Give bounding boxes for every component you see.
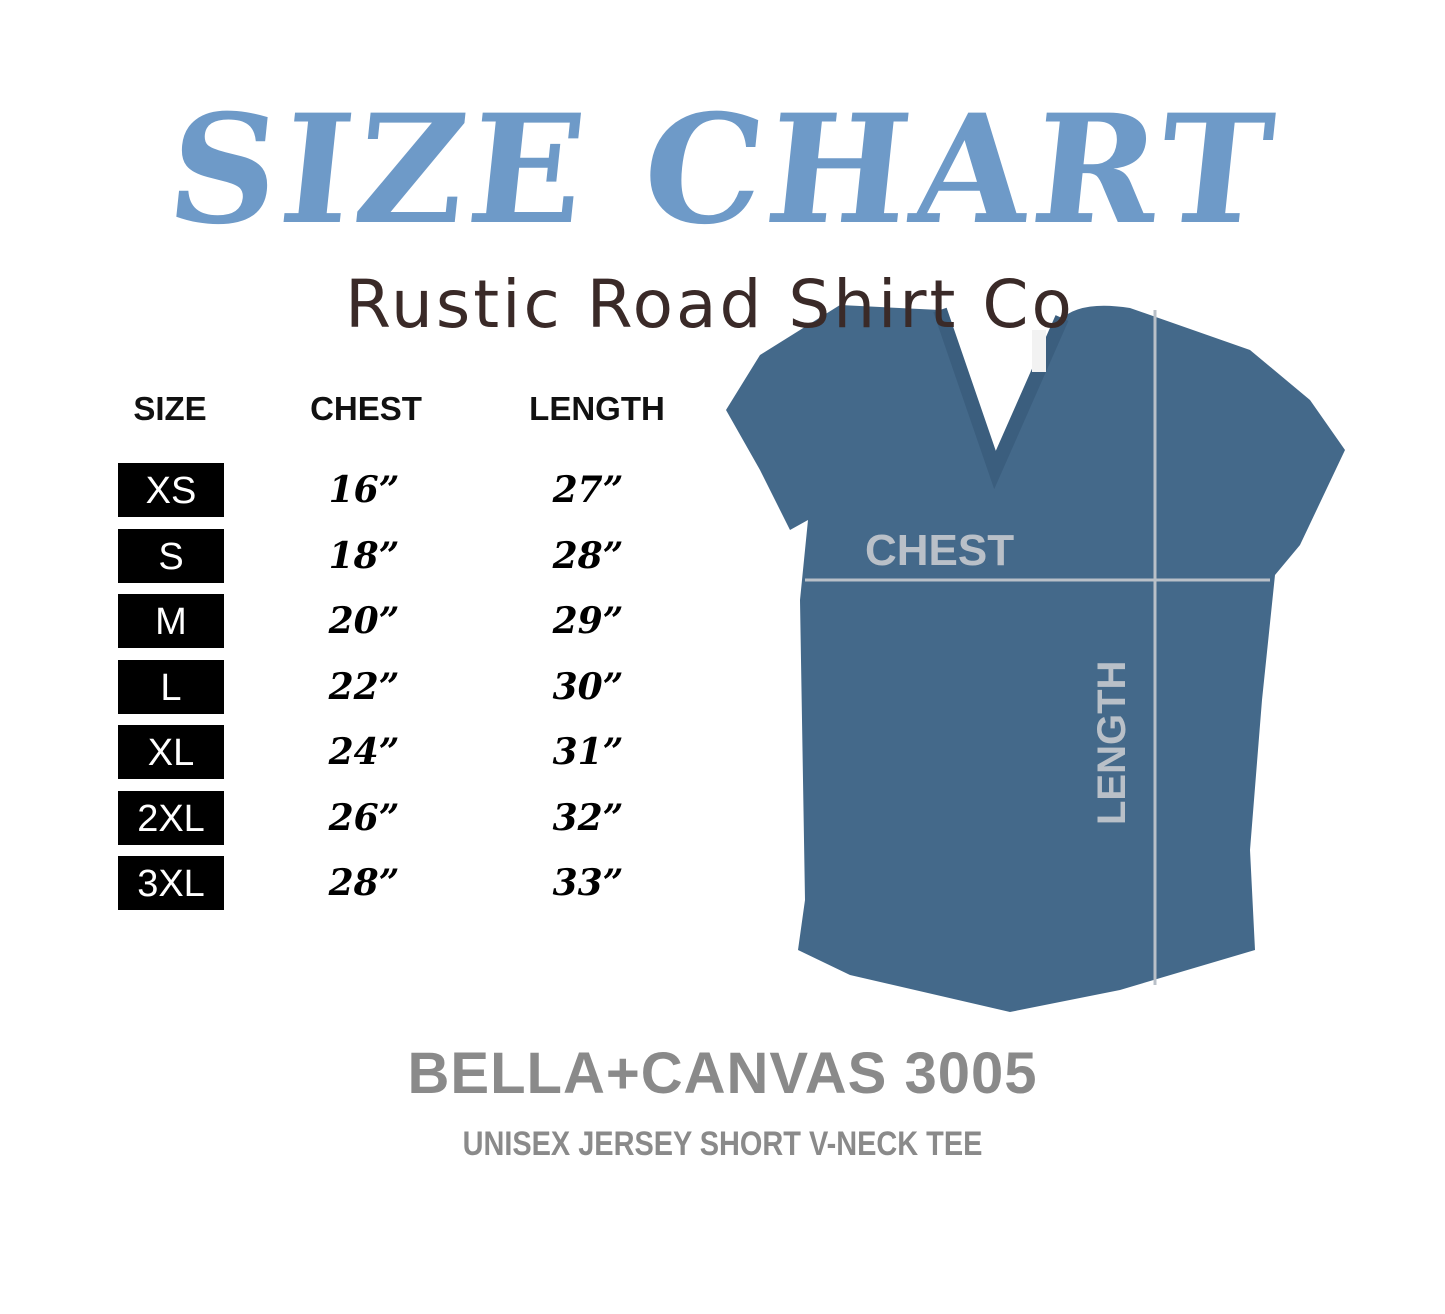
length-value: 29”	[552, 600, 624, 642]
chest-value: 20”	[328, 600, 400, 642]
length-value: 33”	[552, 862, 624, 904]
header-length: LENGTH	[529, 390, 665, 427]
chest-value: 16”	[328, 469, 400, 511]
size-badge: S	[118, 528, 224, 583]
shirt-tag	[1032, 330, 1046, 372]
size-badge: L	[118, 659, 224, 714]
tshirt-shape	[726, 305, 1345, 1012]
chest-value: 22”	[328, 665, 400, 708]
length-value: 28”	[552, 534, 624, 577]
length-label: LENGTH	[1090, 660, 1134, 825]
chest-value: 18”	[328, 534, 400, 577]
chest-value: 26”	[328, 796, 400, 839]
size-badge: 2XL	[118, 790, 224, 845]
header-size: SIZE	[133, 390, 207, 427]
length-value: 31”	[552, 731, 624, 773]
length-value: 32”	[552, 796, 624, 839]
product-description: UNISEX JERSEY SHORT V-NECK TEE	[462, 1125, 983, 1163]
size-badge: XS	[118, 463, 224, 517]
size-badge: XL	[118, 725, 224, 779]
length-value: 30”	[552, 665, 624, 708]
brand-name: Rustic Road Shirt Co	[345, 266, 1075, 343]
chest-value: 28”	[328, 862, 400, 904]
chest-value: 24”	[328, 731, 400, 773]
product-model: BELLA+CANVAS 3005	[407, 1041, 1038, 1106]
length-value: 27”	[552, 469, 624, 511]
size-badge: M	[118, 594, 224, 648]
chest-label: CHEST	[865, 526, 1015, 575]
header-chest: CHEST	[310, 390, 422, 427]
size-badge: 3XL	[118, 856, 224, 910]
